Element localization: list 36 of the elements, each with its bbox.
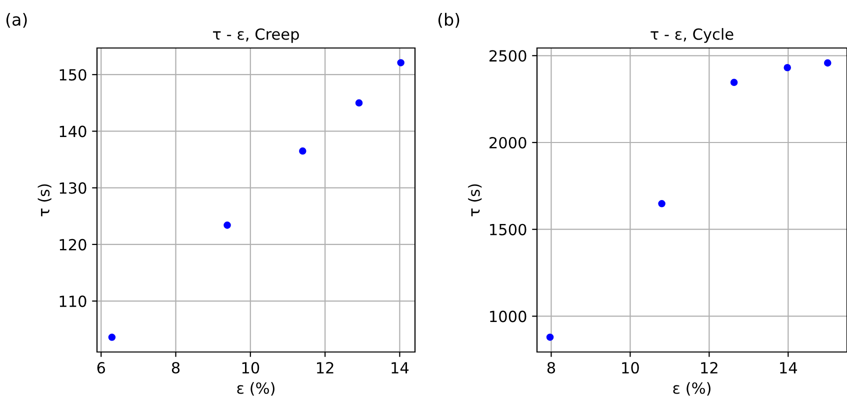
x-tick-label: 8: [547, 362, 556, 374]
text: (b): [438, 12, 460, 28]
y-axis-title: τ (s): [468, 184, 482, 216]
y-tick-label: 2500: [490, 50, 526, 62]
y-tick-label: 150: [60, 69, 86, 81]
x-tick-label: 12: [701, 362, 718, 374]
x-tick-label: 10: [242, 362, 260, 374]
point: [658, 200, 666, 208]
x-tick-label: 12: [317, 362, 334, 374]
x-axis-title: ε (%): [673, 382, 710, 396]
x-tick-label: 14: [780, 362, 798, 374]
y-tick-label: 1000: [490, 310, 526, 322]
chart-title: τ - ε, Creep: [213, 28, 299, 43]
point: [546, 334, 554, 341]
point: [299, 147, 306, 155]
x-axis-title: ε (%): [237, 382, 274, 396]
y-tick-label: 1500: [490, 224, 526, 236]
y-axis-title: τ (s): [38, 184, 52, 216]
y-tick-label: 110: [60, 296, 86, 308]
point: [730, 78, 738, 86]
point: [108, 334, 116, 341]
y-tick-label: 130: [60, 182, 86, 194]
point: [355, 99, 363, 107]
point: [224, 222, 231, 229]
y-tick-label: 2000: [490, 136, 526, 149]
y-tick-label: 140: [60, 126, 86, 138]
x-tick-label: 6: [97, 362, 106, 374]
point: [824, 59, 832, 67]
text: (a): [6, 12, 27, 28]
x-tick-label: 10: [622, 362, 639, 374]
y-tick-label: 120: [60, 238, 86, 250]
point: [397, 59, 404, 66]
chart-title: τ - ε, Cycle: [650, 28, 734, 43]
x-tick-label: 8: [172, 362, 180, 374]
x-tick-label: 14: [392, 362, 409, 374]
point: [784, 64, 792, 72]
